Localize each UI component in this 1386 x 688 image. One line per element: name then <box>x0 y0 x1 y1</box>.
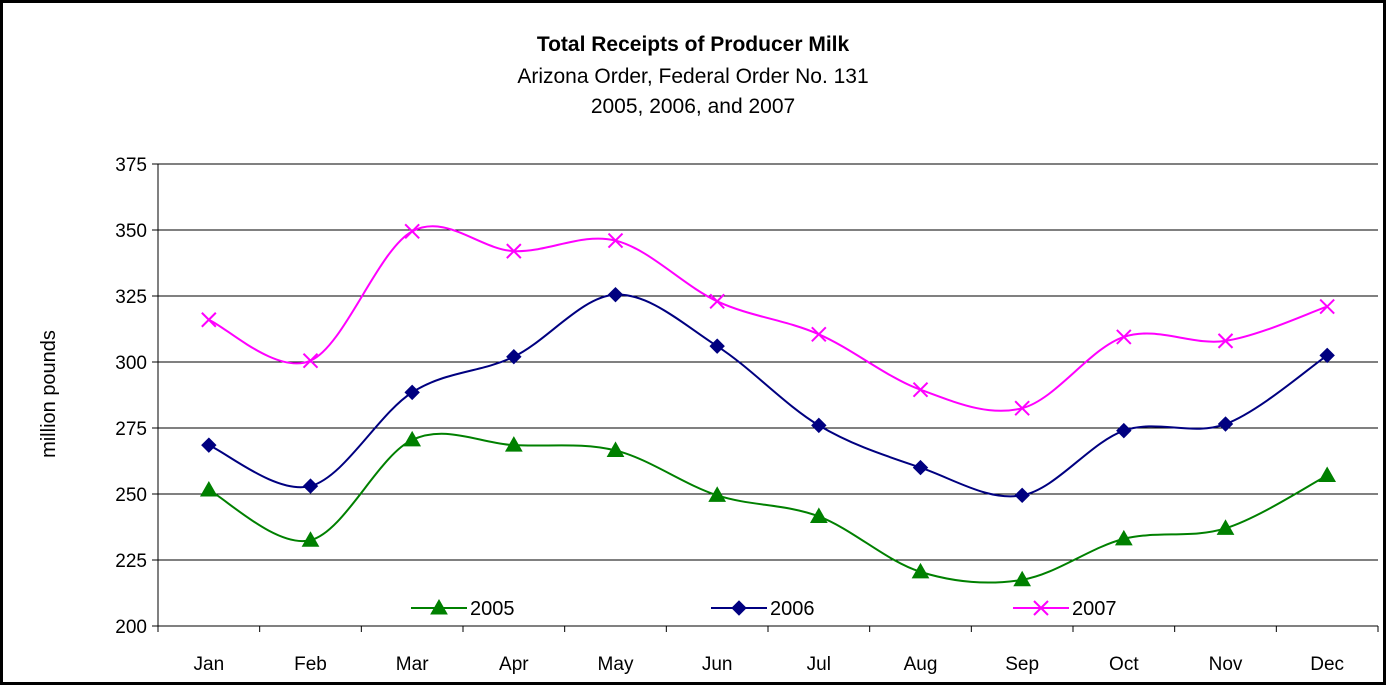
point-2006-jun <box>709 338 725 354</box>
y-tick-label-375: 375 <box>115 155 147 176</box>
point-2006-may <box>607 286 624 303</box>
y-tick-label-325: 325 <box>115 287 147 308</box>
series-group <box>199 223 1337 587</box>
chart-svg: Total Receipts of Producer Milk Arizona … <box>38 33 1379 675</box>
point-2007-feb <box>302 352 319 369</box>
point-2007-sep <box>1014 400 1030 416</box>
point-2005-nov <box>1216 519 1235 535</box>
point-2006-nov <box>1217 416 1234 432</box>
y-axis-label: million pounds <box>38 330 60 458</box>
legend-marker-2005 <box>430 598 448 615</box>
point-2005-mar <box>403 430 422 447</box>
x-tick-label-apr: Apr <box>499 654 529 675</box>
series-line-2005 <box>208 432 1328 584</box>
point-2005-dec <box>1318 466 1337 483</box>
point-2007-jan-b <box>201 312 217 328</box>
point-2006-jan <box>201 437 217 453</box>
x-tick-label-feb: Feb <box>294 654 327 675</box>
point-2007-dec <box>1319 298 1335 315</box>
y-tick-label-250: 250 <box>115 485 147 506</box>
legend-marker-2007 <box>1033 600 1049 616</box>
x-tick-label-mar: Mar <box>396 654 429 675</box>
y-tick-labels: 200 225 250 275 300 325 350 375 <box>115 155 147 638</box>
gridlines <box>158 163 1378 561</box>
point-2006-dec <box>1319 347 1335 364</box>
point-2007-dec-b <box>1319 298 1335 315</box>
point-2007-aug-b <box>912 382 929 398</box>
x-tick-label-aug: Aug <box>904 654 938 675</box>
legend-item-2006: 2006 <box>711 598 815 620</box>
legend: 2005 2006 2007 <box>411 598 1117 620</box>
point-2005-sep <box>1013 570 1032 587</box>
x-tick-label-dec: Dec <box>1310 654 1344 675</box>
y-tick-label-350: 350 <box>115 221 147 242</box>
point-2007-jul <box>811 326 827 342</box>
legend-item-2007: 2007 <box>1013 598 1117 620</box>
legend-marker-2006 <box>731 600 747 616</box>
series-line-2006 <box>208 293 1328 498</box>
x-tick-label-jan: Jan <box>194 654 225 675</box>
point-2006-mar <box>404 384 420 401</box>
series-2006 <box>201 286 1335 504</box>
point-2005-feb <box>301 531 320 547</box>
x-tick-labels: Jan Feb Mar Apr May Jun Jul Aug Sep Oct Nov Dec <box>194 654 1345 675</box>
legend-marker-2007-b <box>1033 600 1049 616</box>
point-2005-oct <box>1114 529 1133 546</box>
axes <box>152 163 1379 632</box>
point-2007-nov-b <box>1217 333 1234 349</box>
point-2005-apr <box>504 436 523 452</box>
point-2007-apr-b <box>506 243 522 259</box>
point-2005-jul <box>809 507 828 523</box>
series-2007 <box>201 223 1335 416</box>
y-tick-label-275: 275 <box>115 419 147 440</box>
x-tick-label-oct: Oct <box>1109 654 1139 675</box>
point-2007-jan <box>201 312 217 328</box>
point-2005-may <box>606 441 625 457</box>
series-line-2007 <box>208 225 1328 412</box>
point-2007-feb-b <box>302 352 319 369</box>
point-2007-oct <box>1116 329 1132 345</box>
x-tick-label-sep: Sep <box>1005 654 1039 675</box>
y-tick-label-300: 300 <box>115 353 147 374</box>
point-2006-feb <box>302 478 319 494</box>
point-2007-mar-b <box>404 223 420 240</box>
point-2006-sep <box>1014 487 1030 504</box>
legend-label-2006: 2006 <box>770 598 815 620</box>
x-tick-label-may: May <box>598 654 634 675</box>
point-2007-jun-b <box>709 293 725 309</box>
point-2007-mar <box>404 223 420 240</box>
point-2007-jun <box>709 293 725 309</box>
point-2007-may-b <box>607 232 624 249</box>
point-2007-nov <box>1217 333 1234 349</box>
legend-label-2005: 2005 <box>470 598 515 620</box>
point-2006-apr <box>506 349 522 365</box>
point-2007-apr <box>506 243 522 259</box>
point-2006-aug <box>912 459 929 476</box>
chart-subtitle-line-1: Arizona Order, Federal Order No. 131 <box>517 65 868 88</box>
x-tick-label-nov: Nov <box>1209 654 1243 675</box>
chart-title: Total Receipts of Producer Milk <box>537 33 850 56</box>
legend-item-2005: 2005 <box>411 598 515 620</box>
point-2005-jun <box>708 486 727 502</box>
point-2007-oct-b <box>1116 329 1132 345</box>
x-tick-label-jul: Jul <box>807 654 831 675</box>
x-tick-label-jun: Jun <box>702 654 733 675</box>
point-2006-jul <box>811 417 827 434</box>
point-2007-may <box>607 232 624 249</box>
y-tick-label-225: 225 <box>115 551 147 572</box>
point-2007-aug <box>912 382 929 398</box>
point-2007-sep-b <box>1014 400 1030 416</box>
point-2005-jan <box>199 481 218 497</box>
series-2005 <box>199 430 1337 587</box>
legend-label-2007: 2007 <box>1072 598 1117 620</box>
chart-subtitle-line-2: 2005, 2006, and 2007 <box>591 95 795 118</box>
y-tick-label-200: 200 <box>115 617 147 638</box>
point-2005-aug <box>911 562 930 579</box>
point-2007-jul-b <box>811 326 827 342</box>
point-2006-oct <box>1116 422 1132 439</box>
